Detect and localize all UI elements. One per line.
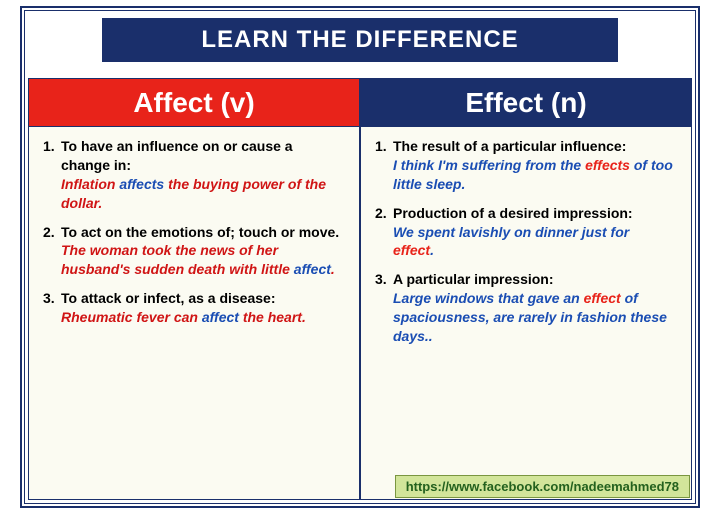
item-content: To act on the emotions of; touch or move… xyxy=(61,223,341,280)
right-column-body: 1.The result of a particular influence: I… xyxy=(361,127,691,499)
example-pre: The woman took the news of her husband's… xyxy=(61,242,294,277)
example-text: I think I'm suffering from the effects o… xyxy=(393,156,673,194)
definition-text: To act on the emotions of; touch or move… xyxy=(61,224,339,240)
left-column-header: Affect (v) xyxy=(29,79,359,127)
definition-text: To attack or infect, as a disease: xyxy=(61,290,276,306)
example-text: Inflation affects the buying power of th… xyxy=(61,175,341,213)
item-content: The result of a particular influence: I t… xyxy=(393,137,673,194)
definition-item: 2.To act on the emotions of; touch or mo… xyxy=(43,223,345,280)
definition-item: 2.Production of a desired impression: We … xyxy=(375,204,677,261)
example-pre: I think I'm suffering from the xyxy=(393,157,585,173)
definition-item: 1.The result of a particular influence: I… xyxy=(375,137,677,194)
keyword: affect xyxy=(294,261,331,277)
left-column: Affect (v) 1.To have an influence on or … xyxy=(28,78,360,500)
item-number: 3. xyxy=(43,289,61,308)
outer-frame: LEARN THE DIFFERENCE Affect (v) 1.To hav… xyxy=(20,6,700,508)
example-pre: Rheumatic fever can xyxy=(61,309,202,325)
definition-item: 3.A particular impression: Large windows … xyxy=(375,270,677,346)
footer-link[interactable]: https://www.facebook.com/nadeemahmed78 xyxy=(395,475,690,498)
item-content: Production of a desired impression: We sp… xyxy=(393,204,673,261)
keyword: affects xyxy=(119,176,164,192)
definition-text: To have an influence on or cause a chang… xyxy=(61,138,293,173)
item-number: 2. xyxy=(375,204,393,223)
right-column: Effect (n) 1.The result of a particular … xyxy=(360,78,692,500)
item-number: 1. xyxy=(375,137,393,156)
item-content: To have an influence on or cause a chang… xyxy=(61,137,341,213)
item-content: To attack or infect, as a disease: Rheuma… xyxy=(61,289,341,327)
example-pre: We spent lavishly on dinner just for xyxy=(393,224,629,240)
example-text: We spent lavishly on dinner just for eff… xyxy=(393,223,673,261)
example-text: Rheumatic fever can affect the heart. xyxy=(61,308,341,327)
item-number: 2. xyxy=(43,223,61,242)
definition-item: 3.To attack or infect, as a disease: Rheu… xyxy=(43,289,345,327)
example-text: Large windows that gave an effect of spa… xyxy=(393,289,673,346)
page-title: LEARN THE DIFFERENCE xyxy=(201,26,518,54)
definition-text: Production of a desired impression: xyxy=(393,205,633,221)
right-header-text: Effect (n) xyxy=(465,87,586,119)
definition-text: A particular impression: xyxy=(393,271,554,287)
item-number: 1. xyxy=(43,137,61,156)
example-text: The woman took the news of her husband's… xyxy=(61,241,341,279)
left-header-text: Affect (v) xyxy=(133,87,254,119)
example-post: . xyxy=(430,242,434,258)
definition-item: 1.To have an influence on or cause a cha… xyxy=(43,137,345,213)
keyword: affect xyxy=(202,309,239,325)
columns-container: Affect (v) 1.To have an influence on or … xyxy=(28,78,692,500)
keyword: effect xyxy=(584,290,621,306)
example-pre: Large windows that gave an xyxy=(393,290,584,306)
title-banner: LEARN THE DIFFERENCE xyxy=(102,18,618,62)
keyword: effects xyxy=(585,157,630,173)
left-column-body: 1.To have an influence on or cause a cha… xyxy=(29,127,359,499)
keyword: effect xyxy=(393,242,430,258)
right-column-header: Effect (n) xyxy=(361,79,691,127)
example-post: . xyxy=(331,261,335,277)
item-content: A particular impression: Large windows th… xyxy=(393,270,673,346)
example-pre: Inflation xyxy=(61,176,119,192)
example-post: the heart. xyxy=(239,309,306,325)
item-number: 3. xyxy=(375,270,393,289)
definition-text: The result of a particular influence: xyxy=(393,138,626,154)
